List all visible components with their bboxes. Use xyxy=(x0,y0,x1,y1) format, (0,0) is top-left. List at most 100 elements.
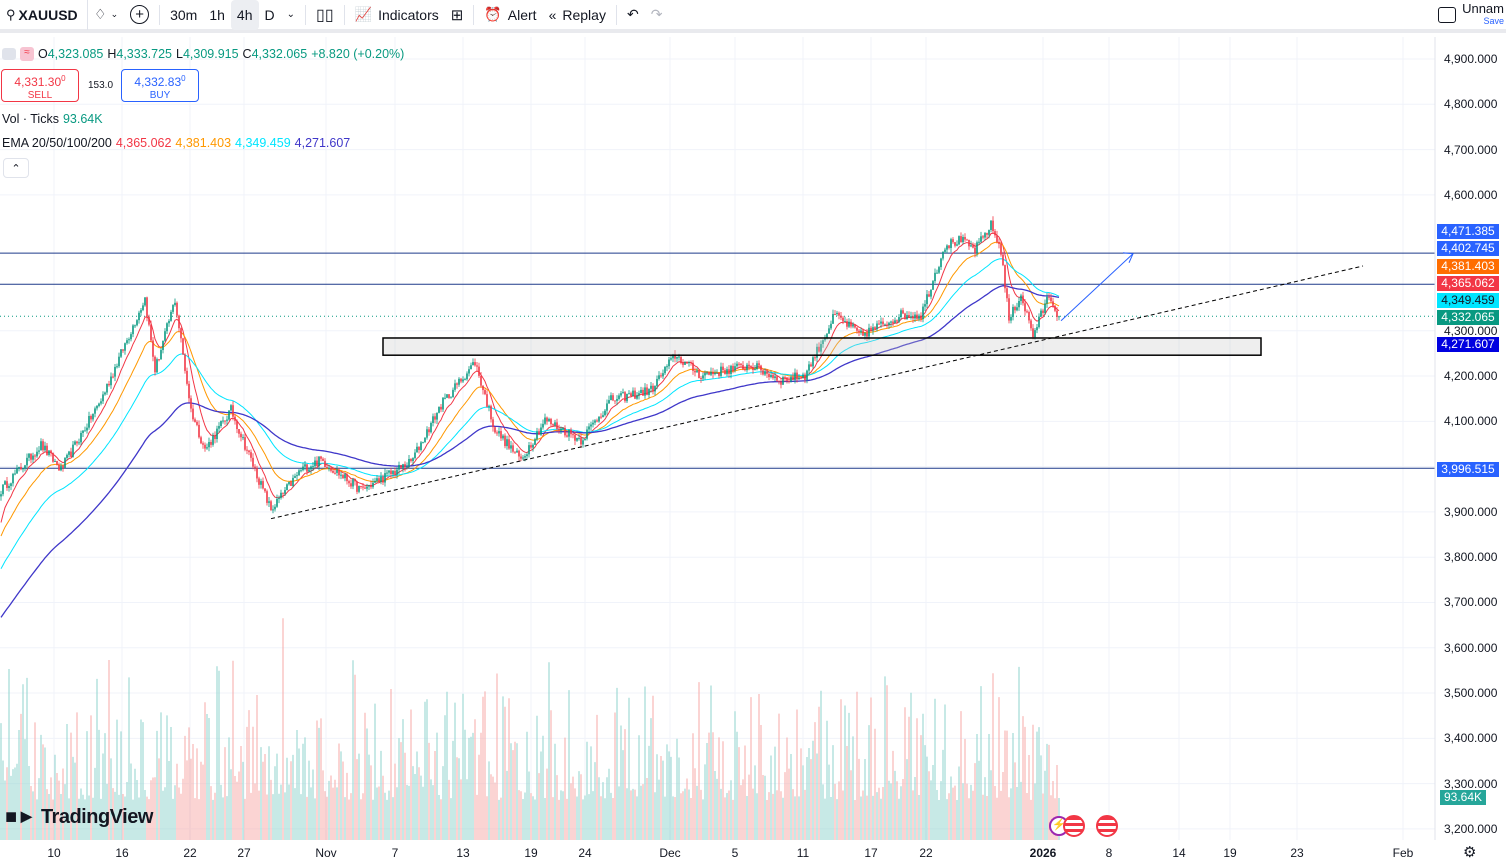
price-tick: 4,200.000 xyxy=(1444,369,1498,384)
series-icon[interactable]: ≈ xyxy=(20,47,34,61)
candle-body xyxy=(886,324,888,326)
interval-d[interactable]: D xyxy=(264,6,275,23)
candle-body xyxy=(322,458,324,461)
candle-body xyxy=(14,473,16,475)
candle-body xyxy=(524,456,526,458)
price-label: 4,471.385 xyxy=(1437,224,1499,239)
collapse-icon[interactable] xyxy=(2,48,16,60)
candle-body xyxy=(188,383,190,399)
candle-body xyxy=(190,398,192,409)
indicators-icon: 📈 xyxy=(354,6,373,22)
indicators-button[interactable]: 📈 Indicators xyxy=(354,6,439,23)
chart-type-button[interactable]: ▯▯ xyxy=(310,0,340,30)
candles xyxy=(0,216,1060,514)
candles-icon: ▯▯ xyxy=(316,6,334,24)
interval-30m[interactable]: 30m xyxy=(170,6,198,23)
templates-button[interactable]: ⊞ xyxy=(445,0,470,30)
time-tick: Dec xyxy=(659,846,681,860)
candle-body xyxy=(758,363,760,366)
undo-button[interactable]: ↶ xyxy=(621,0,645,30)
candle-body xyxy=(522,457,524,459)
time-tick: Nov xyxy=(315,846,337,860)
candle-body xyxy=(828,328,830,334)
candle-body xyxy=(588,426,590,430)
candle-body xyxy=(386,472,388,474)
interval-dropdown[interactable]: ⌄ xyxy=(281,0,301,30)
candle-body xyxy=(222,420,224,422)
candle-body xyxy=(118,356,120,367)
arrow-line xyxy=(1060,253,1134,322)
volume-legend[interactable]: Vol · Ticks 93.64K xyxy=(2,112,103,126)
candle-body xyxy=(182,338,184,355)
collapse-legend-button[interactable]: ⌃ xyxy=(3,158,29,178)
candle-body xyxy=(902,310,904,314)
interval-1h[interactable]: 1h xyxy=(209,6,225,23)
candle-body xyxy=(380,476,382,482)
candle-body xyxy=(22,468,24,470)
settings-gear-icon[interactable]: ⚙ xyxy=(1463,844,1477,861)
buy-button[interactable]: 4,332.830 BUY xyxy=(121,69,199,102)
candle-body xyxy=(1008,298,1010,321)
candle-body xyxy=(568,429,570,437)
replay-button[interactable]: «Replay xyxy=(548,6,606,23)
time-tick: 16 xyxy=(115,846,129,860)
candle-body xyxy=(156,359,158,373)
sell-button[interactable]: 4,331.300 SELL xyxy=(1,69,79,102)
candle-body xyxy=(892,321,894,324)
candle-body xyxy=(1026,311,1028,313)
alarm-clock-icon: ⏰ xyxy=(484,6,502,22)
tv-logo-icon: ■► xyxy=(5,806,36,828)
candle-body xyxy=(614,400,616,402)
candle-body xyxy=(830,323,832,329)
candle-body xyxy=(266,491,268,503)
layout-name[interactable]: Unnam Save xyxy=(1462,0,1504,26)
candle-body xyxy=(576,437,578,441)
candle-body xyxy=(34,455,36,457)
candle-body xyxy=(406,466,408,468)
candle-body xyxy=(630,393,632,397)
candle-body xyxy=(84,430,86,432)
compare-dropdown[interactable]: ♢ ⌄ xyxy=(88,0,124,30)
candle-body xyxy=(934,272,936,282)
candle-body xyxy=(62,465,64,468)
candle-body xyxy=(202,443,204,445)
candle-body xyxy=(1022,295,1024,304)
candle-body xyxy=(382,476,384,483)
candle-body xyxy=(330,467,332,471)
symbol-search[interactable]: ⚲ XAUUSD xyxy=(0,0,88,30)
candle-body xyxy=(622,392,624,394)
redo-button[interactable]: ↷ xyxy=(645,0,669,30)
price-chart[interactable] xyxy=(0,37,1506,867)
candle-body xyxy=(754,369,756,371)
candle-body xyxy=(4,481,6,485)
time-tick: 13 xyxy=(456,846,470,860)
candle-body xyxy=(1014,306,1016,311)
alert-button[interactable]: ⏰ Alert xyxy=(484,6,537,23)
price-label: 3,996.515 xyxy=(1437,462,1499,477)
candle-body xyxy=(946,245,948,250)
candle-body xyxy=(838,312,840,316)
add-symbol-button[interactable]: + xyxy=(124,0,155,30)
price-tick: 3,900.000 xyxy=(1444,504,1498,519)
candle-body xyxy=(500,431,502,439)
time-tick: 8 xyxy=(1105,846,1113,860)
candle-body xyxy=(540,427,542,435)
candle-body xyxy=(282,492,284,494)
time-tick: 22 xyxy=(183,846,197,860)
layout-button[interactable] xyxy=(1432,0,1462,30)
candle-body xyxy=(962,237,964,243)
candle-body xyxy=(138,312,140,321)
us-flag-event-icon[interactable] xyxy=(1063,815,1085,837)
ohlc-row: ≈ O4,323.085 H4,333.725 L4,309.915 C4,33… xyxy=(2,45,404,63)
us-flag-event-icon[interactable] xyxy=(1096,815,1118,837)
ema-legend[interactable]: EMA 20/50/100/200 4,365.062 4,381.403 4,… xyxy=(2,136,351,150)
candle-body xyxy=(32,455,34,460)
candle-body xyxy=(426,429,428,438)
candle-body xyxy=(694,370,696,373)
candle-body xyxy=(944,249,946,252)
candle-body xyxy=(72,444,74,457)
interval-4h[interactable]: 4h xyxy=(230,0,259,30)
candle-body xyxy=(966,239,968,241)
candle-body xyxy=(646,387,648,395)
candle-body xyxy=(844,321,846,323)
